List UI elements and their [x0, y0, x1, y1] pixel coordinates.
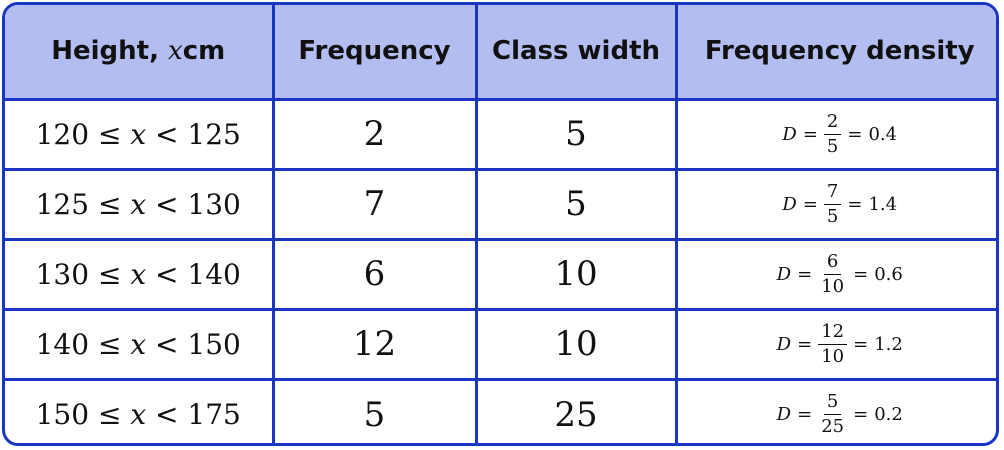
table-row: 150 ≤ x < 175 5 25 D = 5 25: [5, 377, 996, 443]
variable: x: [130, 398, 147, 432]
upper-bound: 150: [187, 327, 241, 361]
header-height-unit: cm: [182, 36, 226, 67]
height-range-cell: 125 ≤ x < 130: [5, 167, 275, 241]
header-row: Height, xcm Frequency Class width Freque…: [5, 5, 996, 101]
frequency-cell: 12: [271, 307, 478, 381]
density-symbol: D: [782, 193, 797, 215]
variable: x: [130, 117, 147, 151]
table-row: 120 ≤ x < 125 2 5 D = 2 5: [5, 97, 996, 171]
class-width-cell: 5: [474, 97, 678, 171]
density-symbol: D: [776, 333, 792, 355]
equals-sign: =: [847, 193, 863, 215]
fraction: 6 10: [818, 251, 847, 297]
fraction-denominator: 25: [821, 416, 845, 438]
equals-sign: =: [853, 263, 869, 285]
table-row: 140 ≤ x < 150 12 10 D = 12 10: [5, 307, 996, 381]
upper-bound: 130: [187, 187, 241, 221]
density-result: 0.6: [874, 263, 903, 285]
equals-sign: =: [797, 263, 813, 285]
height-range-cell: 120 ≤ x < 125: [5, 97, 275, 171]
header-frequency-density: Frequency density: [674, 5, 996, 101]
density-cell: D = 6 10 = 0.6: [674, 237, 996, 311]
fraction-numerator: 12: [818, 321, 848, 345]
upper-bound: 140: [187, 257, 241, 291]
density-result: 1.4: [868, 193, 898, 215]
header-frequency: Frequency: [271, 5, 478, 101]
density-result: 1.2: [874, 333, 903, 355]
density-cell: D = 7 5 = 1.4: [674, 167, 996, 241]
lower-bound: 130: [35, 257, 90, 291]
variable: x: [130, 257, 147, 291]
fraction-denominator: 5: [826, 205, 839, 227]
le-symbol: ≤: [97, 187, 122, 221]
class-width-cell: 10: [474, 307, 678, 381]
table-row: 125 ≤ x < 130 7 5 D = 7 5: [5, 167, 996, 241]
fraction-denominator: 10: [821, 345, 845, 367]
le-symbol: ≤: [97, 117, 122, 151]
height-range-cell: 130 ≤ x < 140: [5, 237, 275, 311]
header-class-width: Class width: [474, 5, 678, 101]
upper-bound: 175: [187, 398, 241, 432]
data-table: Height, xcm Frequency Class width Freque…: [5, 5, 996, 443]
equals-sign: =: [797, 333, 813, 355]
height-range-cell: 140 ≤ x < 150: [5, 307, 275, 381]
density-cell: D = 12 10 = 1.2: [674, 307, 996, 381]
le-symbol: ≤: [97, 327, 122, 361]
header-height-label: Height,: [51, 36, 159, 67]
frequency-cell: 6: [271, 237, 478, 311]
fraction: 5 25: [818, 392, 847, 437]
density-cell: D = 5 25 = 0.2: [674, 377, 996, 443]
lt-symbol: <: [155, 398, 179, 432]
density-symbol: D: [782, 123, 797, 145]
equals-sign: =: [853, 404, 869, 426]
class-width-cell: 25: [474, 377, 678, 443]
density-cell: D = 2 5 = 0.4: [674, 97, 996, 171]
density-result: 0.4: [868, 123, 898, 145]
class-width-cell: 5: [474, 167, 678, 241]
fraction: 12 10: [818, 321, 848, 367]
le-symbol: ≤: [97, 398, 122, 432]
upper-bound: 125: [187, 117, 241, 151]
lt-symbol: <: [155, 257, 179, 291]
table-row: 130 ≤ x < 140 6 10 D = 6 10: [5, 237, 996, 311]
equals-sign: =: [802, 193, 818, 215]
lt-symbol: <: [155, 327, 179, 361]
density-result: 0.2: [874, 404, 903, 426]
fraction: 2 5: [823, 111, 842, 157]
frequency-cell: 2: [271, 97, 478, 171]
lower-bound: 140: [35, 327, 90, 361]
le-symbol: ≤: [97, 257, 122, 291]
density-symbol: D: [776, 404, 792, 426]
fraction-numerator: 2: [823, 111, 842, 135]
header-height: Height, xcm: [5, 5, 275, 101]
lt-symbol: <: [155, 187, 179, 221]
lt-symbol: <: [155, 117, 179, 151]
fraction-numerator: 7: [823, 181, 842, 205]
lower-bound: 120: [35, 117, 90, 151]
equals-sign: =: [847, 123, 863, 145]
variable: x: [130, 187, 147, 221]
class-width-cell: 10: [474, 237, 678, 311]
equals-sign: =: [853, 333, 869, 355]
lower-bound: 150: [35, 398, 90, 432]
fraction-denominator: 5: [826, 135, 839, 157]
equals-sign: =: [797, 404, 813, 426]
fraction-numerator: 5: [823, 392, 842, 416]
height-range-cell: 150 ≤ x < 175: [5, 377, 275, 443]
frequency-density-table: Height, xcm Frequency Class width Freque…: [2, 2, 999, 446]
equals-sign: =: [802, 123, 818, 145]
frequency-cell: 5: [271, 377, 478, 443]
fraction-numerator: 6: [823, 251, 842, 275]
fraction-denominator: 10: [821, 275, 845, 297]
density-symbol: D: [776, 263, 792, 285]
lower-bound: 125: [35, 187, 90, 221]
variable: x: [130, 327, 147, 361]
frequency-cell: 7: [271, 167, 478, 241]
fraction: 7 5: [823, 181, 842, 227]
header-height-variable: x: [168, 36, 183, 67]
